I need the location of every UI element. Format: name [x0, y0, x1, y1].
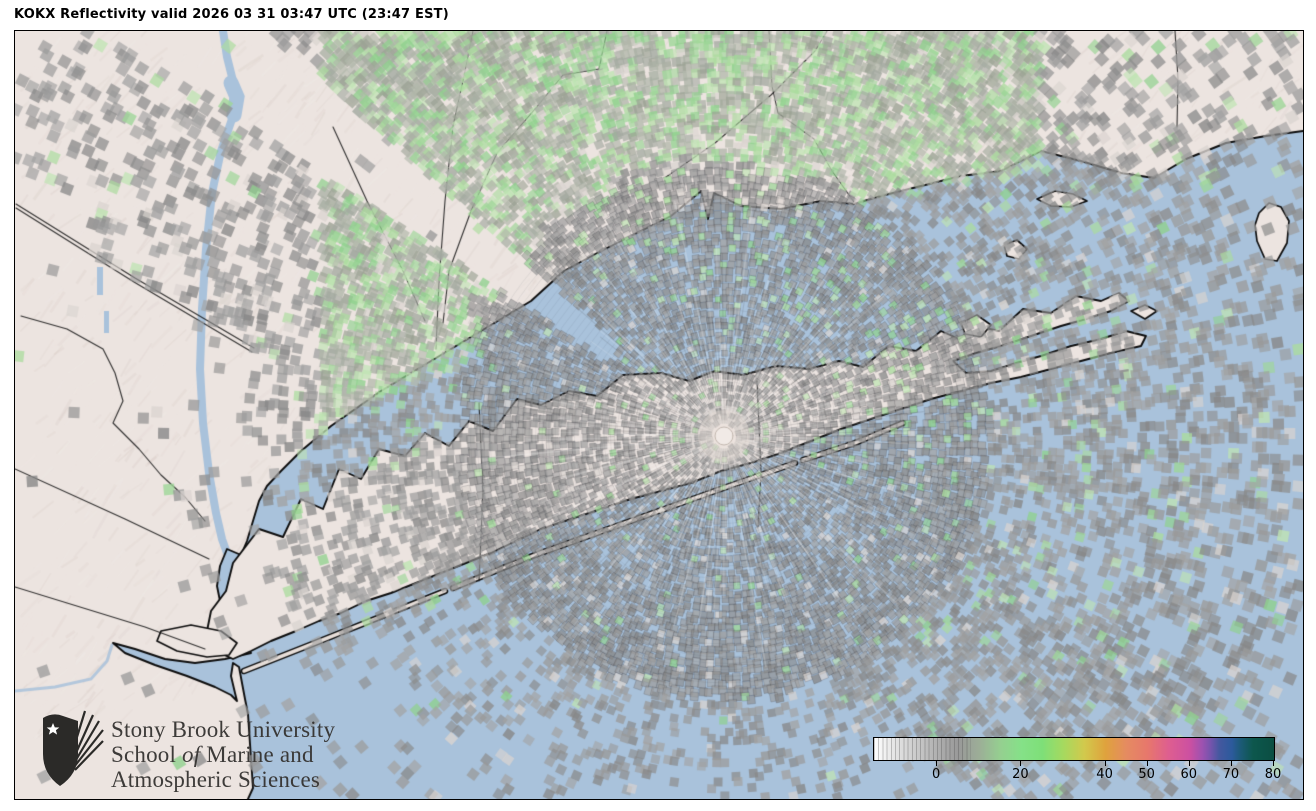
colorbar-tick-label: 70: [1222, 767, 1240, 782]
logo-line3: Atmospheric Sciences: [111, 767, 321, 792]
colorbar-tick: [1020, 761, 1022, 766]
colorbar-tick-label: 40: [1096, 767, 1113, 782]
colorbar-tick: [936, 761, 938, 766]
colorbar-tick-label: 80: [1264, 767, 1282, 782]
colorbar-gradient: [873, 737, 1275, 761]
colorbar-tick-label: 60: [1180, 767, 1198, 782]
colorbar-tick: [1230, 761, 1232, 766]
colorbar-tick: [1273, 761, 1274, 766]
colorbar-tick-label: 20: [1012, 767, 1029, 782]
sbu-shield-icon: [43, 710, 104, 786]
sbu-logo: Stony Brook University School of Marine …: [41, 709, 335, 795]
radar-map-canvas: [15, 31, 1303, 799]
page-title: KOKX Reflectivity valid 2026 03 31 03:47…: [14, 7, 449, 22]
sbu-logo-text: Stony Brook University School of Marine …: [111, 717, 335, 792]
colorbar-tick: [1104, 761, 1106, 766]
logo-line2: School of Marine and: [111, 742, 314, 767]
logo-line1: Stony Brook University: [111, 717, 336, 742]
colorbar: 0 20 40 50 60 70 80: [873, 737, 1281, 787]
colorbar-hatch-pattern: [874, 738, 971, 760]
colorbar-tick-label: 0: [932, 767, 941, 782]
colorbar-tick-label: 50: [1138, 767, 1155, 782]
colorbar-tick: [1146, 761, 1148, 766]
radar-map: Stony Brook University School of Marine …: [14, 30, 1304, 800]
colorbar-tick: [1188, 761, 1190, 766]
